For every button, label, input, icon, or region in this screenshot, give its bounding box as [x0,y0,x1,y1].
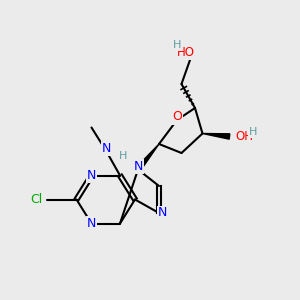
Text: N: N [102,142,111,155]
Text: H: H [249,127,258,137]
Text: OH: OH [236,130,253,143]
Text: N: N [87,217,96,230]
Text: Cl: Cl [30,193,42,206]
Text: H: H [173,40,181,50]
Polygon shape [136,144,159,171]
Text: H: H [119,151,127,161]
Text: HO: HO [177,46,195,59]
Text: N: N [158,206,167,220]
Text: N: N [133,160,143,173]
Text: O: O [172,110,182,124]
Text: N: N [87,169,96,182]
Polygon shape [202,134,230,139]
